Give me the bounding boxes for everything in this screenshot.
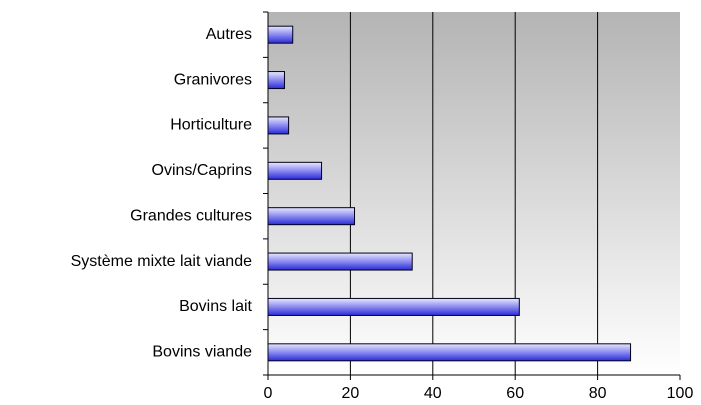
y-tick-label: Système mixte lait viande: [71, 253, 253, 270]
y-tick-label: Autres: [206, 26, 252, 43]
bar: [267, 252, 413, 271]
x-tick-label: 0: [264, 385, 273, 402]
y-tick-label: Bovins lait: [179, 298, 252, 315]
bar: [267, 207, 356, 226]
bar: [267, 116, 290, 135]
bar: [267, 343, 632, 362]
x-tick-label: 80: [589, 385, 607, 402]
y-tick-label: Horticulture: [170, 117, 252, 134]
bar: [267, 71, 285, 90]
bar: [267, 161, 323, 180]
x-tick-label: 60: [506, 385, 524, 402]
bar: [267, 25, 294, 44]
y-tick-label: Grandes cultures: [130, 207, 252, 224]
x-tick-label: 100: [667, 385, 694, 402]
y-tick-label: Granivores: [174, 71, 252, 88]
x-tick-label: 40: [424, 385, 442, 402]
bar: [267, 297, 520, 316]
plot-area: [268, 12, 680, 375]
y-tick-label: Bovins viande: [152, 344, 252, 361]
x-tick-label: 20: [342, 385, 360, 402]
y-tick-label: Ovins/Caprins: [152, 162, 252, 179]
